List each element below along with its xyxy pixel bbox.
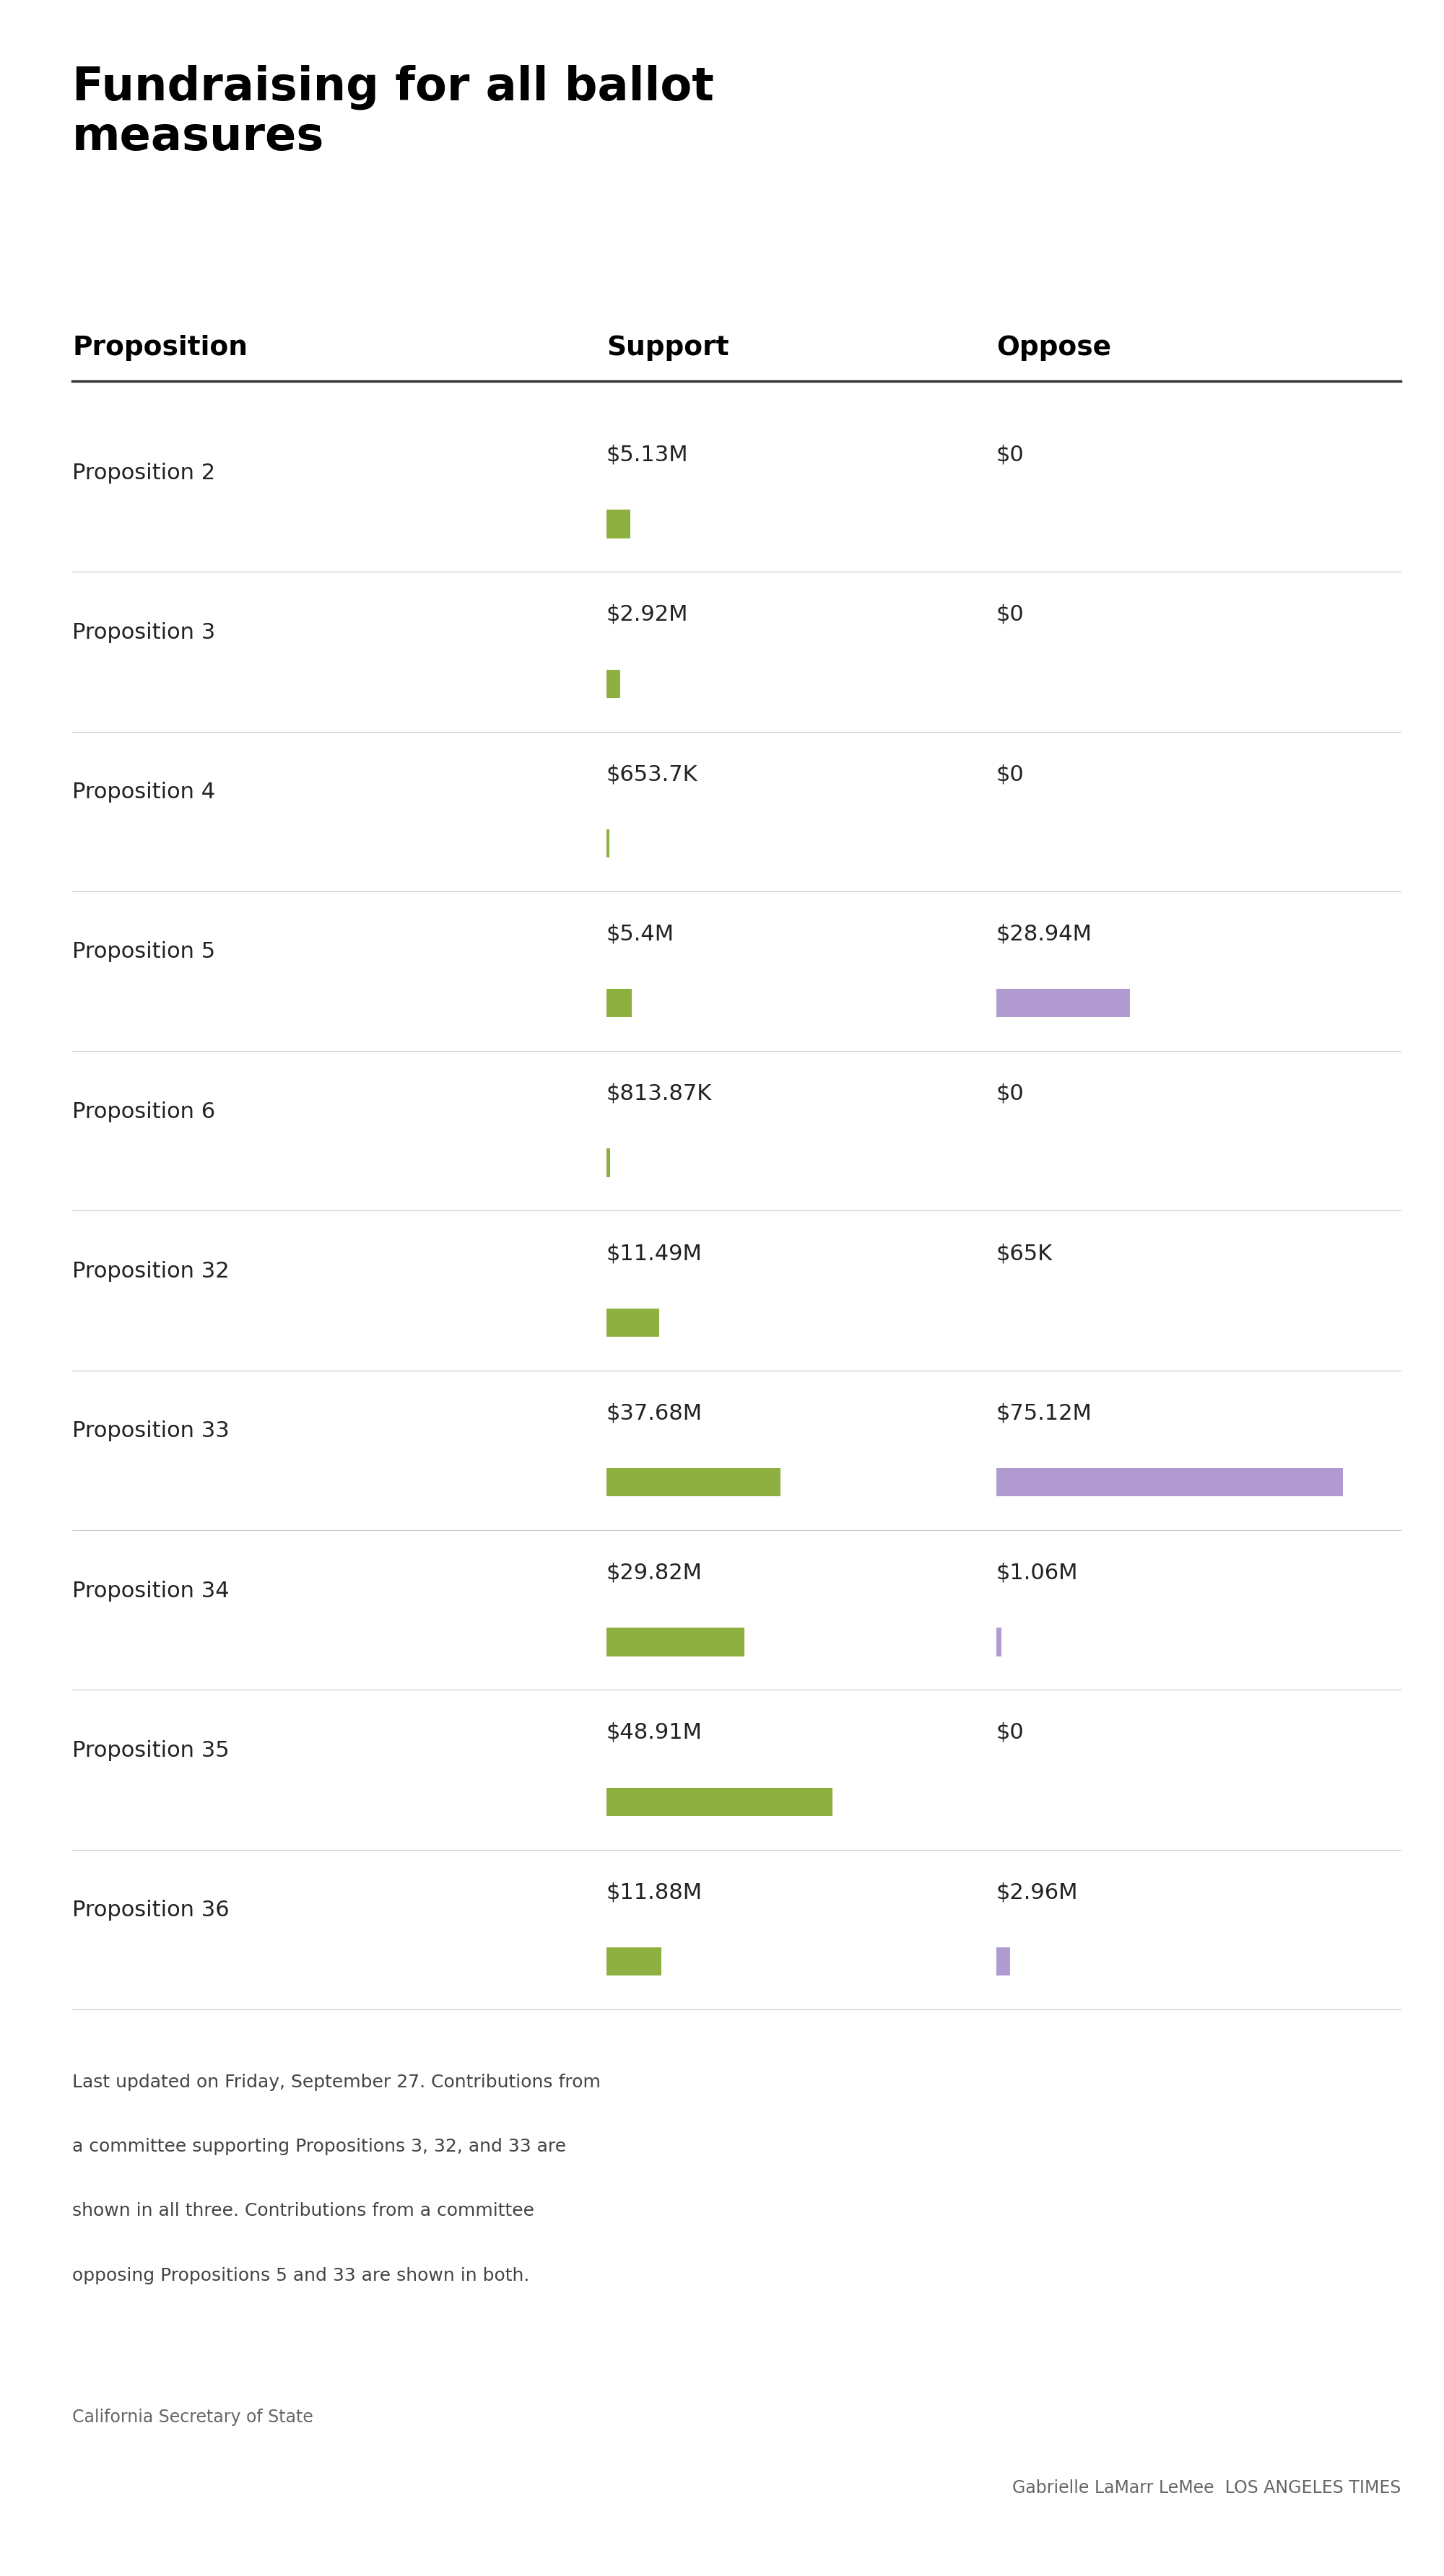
Text: $0: $0 <box>996 603 1024 626</box>
Bar <box>606 1468 780 1497</box>
Text: $48.91M: $48.91M <box>606 1721 702 1744</box>
Text: $37.68M: $37.68M <box>606 1401 703 1425</box>
Text: $0: $0 <box>996 443 1024 466</box>
Text: Proposition 5: Proposition 5 <box>72 940 215 963</box>
Text: Proposition 2: Proposition 2 <box>72 461 215 484</box>
Text: opposing Propositions 5 and 33 are shown in both.: opposing Propositions 5 and 33 are shown… <box>72 2267 530 2285</box>
Text: Last updated on Friday, September 27. Contributions from: Last updated on Friday, September 27. Co… <box>72 2074 601 2092</box>
Text: Support: Support <box>606 335 729 361</box>
Bar <box>996 1468 1343 1497</box>
Text: Proposition 36: Proposition 36 <box>72 1899 230 1922</box>
Text: $28.94M: $28.94M <box>996 922 1093 945</box>
Text: California Secretary of State: California Secretary of State <box>72 2409 313 2427</box>
Text: $11.49M: $11.49M <box>606 1242 702 1265</box>
Bar <box>606 1947 661 1976</box>
Bar <box>606 510 630 538</box>
Bar <box>606 1149 611 1177</box>
Bar <box>606 670 619 698</box>
Text: Proposition: Proposition <box>72 335 247 361</box>
Text: Gabrielle LaMarr LeMee  LOS ANGELES TIMES: Gabrielle LaMarr LeMee LOS ANGELES TIMES <box>1012 2478 1401 2496</box>
Text: Proposition 3: Proposition 3 <box>72 621 215 644</box>
Text: Proposition 34: Proposition 34 <box>72 1579 230 1602</box>
Text: shown in all three. Contributions from a committee: shown in all three. Contributions from a… <box>72 2202 534 2221</box>
Text: $813.87K: $813.87K <box>606 1082 712 1105</box>
Text: Proposition 33: Proposition 33 <box>72 1419 230 1443</box>
Bar <box>606 1788 832 1816</box>
Text: $2.96M: $2.96M <box>996 1880 1079 1904</box>
Text: $65K: $65K <box>996 1242 1053 1265</box>
Text: $653.7K: $653.7K <box>606 762 697 786</box>
Text: $0: $0 <box>996 762 1024 786</box>
Text: $5.13M: $5.13M <box>606 443 689 466</box>
Text: Proposition 35: Proposition 35 <box>72 1739 230 1762</box>
Text: $1.06M: $1.06M <box>996 1561 1079 1584</box>
Text: $29.82M: $29.82M <box>606 1561 702 1584</box>
Text: $2.92M: $2.92M <box>606 603 689 626</box>
Bar <box>606 1309 660 1337</box>
Bar <box>606 1628 744 1656</box>
Bar <box>996 1628 1001 1656</box>
Text: a committee supporting Propositions 3, 32, and 33 are: a committee supporting Propositions 3, 3… <box>72 2138 566 2156</box>
Bar <box>606 989 631 1018</box>
Text: $11.88M: $11.88M <box>606 1880 703 1904</box>
Bar <box>996 1947 1009 1976</box>
Text: Fundraising for all ballot
measures: Fundraising for all ballot measures <box>72 64 713 160</box>
Bar <box>996 989 1129 1018</box>
Text: Proposition 32: Proposition 32 <box>72 1260 230 1283</box>
Text: Proposition 6: Proposition 6 <box>72 1100 215 1123</box>
Bar <box>606 829 609 858</box>
Text: $0: $0 <box>996 1082 1024 1105</box>
Text: $5.4M: $5.4M <box>606 922 674 945</box>
Text: Proposition 4: Proposition 4 <box>72 781 215 804</box>
Text: $0: $0 <box>996 1721 1024 1744</box>
Text: $75.12M: $75.12M <box>996 1401 1092 1425</box>
Text: Oppose: Oppose <box>996 335 1112 361</box>
